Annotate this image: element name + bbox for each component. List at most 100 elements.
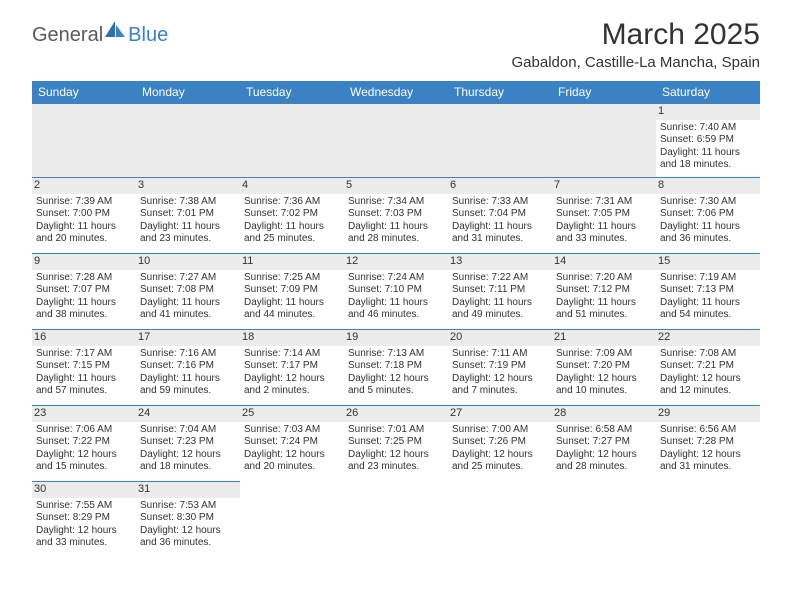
logo-text-blue: Blue bbox=[128, 24, 168, 47]
day-number: 31 bbox=[136, 482, 240, 498]
calendar-week-row: 23Sunrise: 7:06 AMSunset: 7:22 PMDayligh… bbox=[32, 406, 760, 482]
sunrise-line: Sunrise: 7:55 AM bbox=[36, 500, 132, 513]
calendar-cell: 4Sunrise: 7:36 AMSunset: 7:02 PMDaylight… bbox=[240, 178, 344, 254]
daylight-line: Daylight: 11 hours and 20 minutes. bbox=[36, 221, 132, 246]
calendar-cell bbox=[344, 482, 448, 558]
daylight-line: Daylight: 12 hours and 12 minutes. bbox=[660, 373, 756, 398]
sunrise-line: Sunrise: 7:08 AM bbox=[660, 348, 756, 361]
calendar-cell bbox=[240, 482, 344, 558]
sunset-line: Sunset: 7:07 PM bbox=[36, 284, 132, 297]
sunset-line: Sunset: 7:00 PM bbox=[36, 208, 132, 221]
daylight-line: Daylight: 11 hours and 33 minutes. bbox=[556, 221, 652, 246]
day-header: Tuesday bbox=[240, 81, 344, 104]
calendar-cell: 28Sunrise: 6:58 AMSunset: 7:27 PMDayligh… bbox=[552, 406, 656, 482]
day-number: 28 bbox=[552, 406, 656, 422]
day-number: 10 bbox=[136, 254, 240, 270]
day-number: 8 bbox=[656, 178, 760, 194]
daylight-line: Daylight: 11 hours and 57 minutes. bbox=[36, 373, 132, 398]
calendar-week-row: 16Sunrise: 7:17 AMSunset: 7:15 PMDayligh… bbox=[32, 330, 760, 406]
day-number: 6 bbox=[448, 178, 552, 194]
calendar-cell: 25Sunrise: 7:03 AMSunset: 7:24 PMDayligh… bbox=[240, 406, 344, 482]
day-number: 22 bbox=[656, 330, 760, 346]
calendar-cell: 11Sunrise: 7:25 AMSunset: 7:09 PMDayligh… bbox=[240, 254, 344, 330]
sunrise-line: Sunrise: 7:53 AM bbox=[140, 500, 236, 513]
sunrise-line: Sunrise: 7:30 AM bbox=[660, 196, 756, 209]
calendar-cell bbox=[448, 104, 552, 178]
day-number: 30 bbox=[32, 482, 136, 498]
logo-sail-icon bbox=[105, 21, 127, 44]
sunset-line: Sunset: 7:19 PM bbox=[452, 360, 548, 373]
calendar-cell: 7Sunrise: 7:31 AMSunset: 7:05 PMDaylight… bbox=[552, 178, 656, 254]
sunrise-line: Sunrise: 7:13 AM bbox=[348, 348, 444, 361]
sunrise-line: Sunrise: 7:03 AM bbox=[244, 424, 340, 437]
calendar-cell: 20Sunrise: 7:11 AMSunset: 7:19 PMDayligh… bbox=[448, 330, 552, 406]
sunset-line: Sunset: 7:03 PM bbox=[348, 208, 444, 221]
daylight-line: Daylight: 11 hours and 28 minutes. bbox=[348, 221, 444, 246]
sunset-line: Sunset: 7:21 PM bbox=[660, 360, 756, 373]
day-header-row: Sunday Monday Tuesday Wednesday Thursday… bbox=[32, 81, 760, 104]
sunset-line: Sunset: 7:18 PM bbox=[348, 360, 444, 373]
daylight-line: Daylight: 12 hours and 25 minutes. bbox=[452, 449, 548, 474]
day-number: 7 bbox=[552, 178, 656, 194]
calendar-cell bbox=[344, 104, 448, 178]
daylight-line: Daylight: 11 hours and 38 minutes. bbox=[36, 297, 132, 322]
sunset-line: Sunset: 7:28 PM bbox=[660, 436, 756, 449]
daylight-line: Daylight: 12 hours and 10 minutes. bbox=[556, 373, 652, 398]
daylight-line: Daylight: 11 hours and 25 minutes. bbox=[244, 221, 340, 246]
sunset-line: Sunset: 7:23 PM bbox=[140, 436, 236, 449]
calendar-cell: 14Sunrise: 7:20 AMSunset: 7:12 PMDayligh… bbox=[552, 254, 656, 330]
sunrise-line: Sunrise: 7:00 AM bbox=[452, 424, 548, 437]
daylight-line: Daylight: 12 hours and 33 minutes. bbox=[36, 525, 132, 550]
sunset-line: Sunset: 8:29 PM bbox=[36, 512, 132, 525]
daylight-line: Daylight: 12 hours and 31 minutes. bbox=[660, 449, 756, 474]
sunset-line: Sunset: 7:04 PM bbox=[452, 208, 548, 221]
sunset-line: Sunset: 8:30 PM bbox=[140, 512, 236, 525]
sunrise-line: Sunrise: 7:09 AM bbox=[556, 348, 652, 361]
calendar-cell: 12Sunrise: 7:24 AMSunset: 7:10 PMDayligh… bbox=[344, 254, 448, 330]
daylight-line: Daylight: 11 hours and 49 minutes. bbox=[452, 297, 548, 322]
day-number: 16 bbox=[32, 330, 136, 346]
sunrise-line: Sunrise: 7:25 AM bbox=[244, 272, 340, 285]
sunset-line: Sunset: 7:13 PM bbox=[660, 284, 756, 297]
sunset-line: Sunset: 7:15 PM bbox=[36, 360, 132, 373]
day-header: Thursday bbox=[448, 81, 552, 104]
sunset-line: Sunset: 7:17 PM bbox=[244, 360, 340, 373]
daylight-line: Daylight: 11 hours and 31 minutes. bbox=[452, 221, 548, 246]
day-number: 13 bbox=[448, 254, 552, 270]
logo: General Blue bbox=[32, 24, 168, 47]
calendar-cell: 30 Sunrise: 7:55 AMSunset: 8:29 PMDayligh… bbox=[32, 482, 136, 558]
calendar-cell bbox=[32, 104, 136, 178]
sunset-line: Sunset: 7:25 PM bbox=[348, 436, 444, 449]
calendar-cell: 19Sunrise: 7:13 AMSunset: 7:18 PMDayligh… bbox=[344, 330, 448, 406]
calendar-cell: 17Sunrise: 7:16 AMSunset: 7:16 PMDayligh… bbox=[136, 330, 240, 406]
calendar-cell: 13Sunrise: 7:22 AMSunset: 7:11 PMDayligh… bbox=[448, 254, 552, 330]
calendar-cell bbox=[656, 482, 760, 558]
day-number: 15 bbox=[656, 254, 760, 270]
daylight-line: Daylight: 11 hours and 59 minutes. bbox=[140, 373, 236, 398]
sunrise-line: Sunrise: 7:33 AM bbox=[452, 196, 548, 209]
sunrise-line: Sunrise: 7:06 AM bbox=[36, 424, 132, 437]
sunset-line: Sunset: 7:12 PM bbox=[556, 284, 652, 297]
day-number: 29 bbox=[656, 406, 760, 422]
month-title: March 2025 bbox=[512, 18, 760, 52]
sunset-line: Sunset: 7:22 PM bbox=[36, 436, 132, 449]
day-number: 4 bbox=[240, 178, 344, 194]
sunset-line: Sunset: 7:20 PM bbox=[556, 360, 652, 373]
daylight-line: Daylight: 12 hours and 5 minutes. bbox=[348, 373, 444, 398]
calendar-week-row: 1Sunrise: 7:40 AMSunset: 6:59 PMDaylight… bbox=[32, 104, 760, 178]
day-number: 21 bbox=[552, 330, 656, 346]
day-number: 14 bbox=[552, 254, 656, 270]
calendar-cell bbox=[448, 482, 552, 558]
sunrise-line: Sunrise: 7:17 AM bbox=[36, 348, 132, 361]
sunset-line: Sunset: 7:01 PM bbox=[140, 208, 236, 221]
sunrise-line: Sunrise: 7:14 AM bbox=[244, 348, 340, 361]
daylight-line: Daylight: 11 hours and 36 minutes. bbox=[660, 221, 756, 246]
sunset-line: Sunset: 7:09 PM bbox=[244, 284, 340, 297]
calendar-cell: 18Sunrise: 7:14 AMSunset: 7:17 PMDayligh… bbox=[240, 330, 344, 406]
sunrise-line: Sunrise: 7:39 AM bbox=[36, 196, 132, 209]
calendar-cell: 15Sunrise: 7:19 AMSunset: 7:13 PMDayligh… bbox=[656, 254, 760, 330]
sunrise-line: Sunrise: 7:31 AM bbox=[556, 196, 652, 209]
calendar-cell: 23Sunrise: 7:06 AMSunset: 7:22 PMDayligh… bbox=[32, 406, 136, 482]
sunset-line: Sunset: 7:24 PM bbox=[244, 436, 340, 449]
calendar-cell: 24Sunrise: 7:04 AMSunset: 7:23 PMDayligh… bbox=[136, 406, 240, 482]
